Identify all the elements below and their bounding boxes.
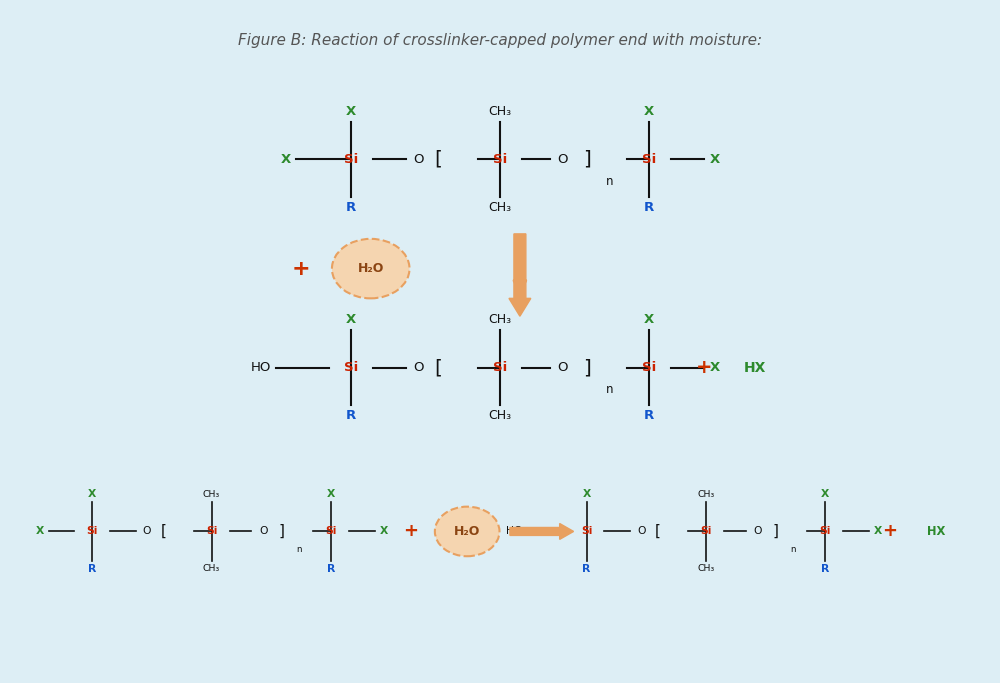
Text: X: X [582, 489, 591, 499]
Text: CH₃: CH₃ [697, 564, 714, 573]
Text: [: [ [161, 524, 167, 539]
Text: HX: HX [744, 361, 766, 375]
Text: Si: Si [206, 527, 217, 536]
Text: O: O [557, 153, 568, 166]
Text: HO: HO [251, 361, 271, 374]
Text: ]: ] [278, 524, 284, 539]
Text: Si: Si [344, 153, 358, 166]
Text: Si: Si [344, 361, 358, 374]
Text: X: X [346, 104, 356, 118]
Text: X: X [36, 527, 45, 536]
Text: R: R [644, 409, 654, 423]
Text: Si: Si [642, 361, 656, 374]
Text: ]: ] [772, 524, 778, 539]
Text: CH₃: CH₃ [203, 490, 220, 499]
FancyArrow shape [509, 234, 531, 316]
Text: X: X [644, 104, 654, 118]
Text: CH₃: CH₃ [488, 104, 512, 118]
Text: X: X [821, 489, 829, 499]
Text: Si: Si [493, 361, 507, 374]
Text: Si: Si [87, 527, 98, 536]
Text: R: R [88, 564, 96, 574]
Text: X: X [710, 361, 720, 374]
Text: Figure B: Reaction of crosslinker-capped polymer end with moisture:: Figure B: Reaction of crosslinker-capped… [238, 33, 762, 48]
Text: X: X [710, 153, 720, 166]
Text: CH₃: CH₃ [203, 564, 220, 573]
Text: R: R [582, 564, 591, 574]
Text: CH₃: CH₃ [488, 313, 512, 326]
Text: [: [ [434, 150, 442, 169]
Text: Si: Si [581, 527, 592, 536]
Text: CH₃: CH₃ [488, 409, 512, 423]
Text: R: R [821, 564, 829, 574]
Text: X: X [88, 489, 96, 499]
Text: O: O [259, 527, 268, 536]
Text: O: O [753, 527, 762, 536]
Text: +: + [696, 359, 712, 377]
Text: R: R [346, 409, 356, 423]
Text: X: X [874, 527, 882, 536]
Text: O: O [413, 361, 424, 374]
Text: n: n [790, 545, 796, 554]
Text: ]: ] [584, 359, 591, 377]
Text: X: X [380, 527, 388, 536]
Text: H₂O: H₂O [454, 525, 480, 538]
Text: O: O [637, 527, 645, 536]
Text: ]: ] [584, 150, 591, 169]
Text: +: + [292, 259, 310, 279]
Text: R: R [644, 201, 654, 214]
Text: Si: Si [700, 527, 712, 536]
Text: H₂O: H₂O [358, 262, 384, 275]
Text: n: n [605, 175, 613, 188]
Text: [: [ [434, 359, 442, 377]
Text: X: X [281, 153, 291, 166]
Text: X: X [644, 313, 654, 326]
Text: Si: Si [493, 153, 507, 166]
Text: Si: Si [642, 153, 656, 166]
Text: X: X [346, 313, 356, 326]
Text: n: n [296, 545, 302, 554]
Text: [: [ [655, 524, 661, 539]
Text: +: + [882, 522, 897, 540]
Text: X: X [327, 489, 335, 499]
FancyArrow shape [510, 523, 574, 540]
Text: O: O [143, 527, 151, 536]
Text: O: O [557, 361, 568, 374]
Text: R: R [327, 564, 335, 574]
Text: CH₃: CH₃ [697, 490, 714, 499]
Text: CH₃: CH₃ [488, 201, 512, 214]
Ellipse shape [332, 239, 410, 298]
Text: HX: HX [927, 525, 945, 538]
Ellipse shape [435, 507, 500, 556]
Text: n: n [605, 383, 613, 396]
Text: O: O [413, 153, 424, 166]
Text: R: R [346, 201, 356, 214]
Text: +: + [403, 522, 418, 540]
Text: HO: HO [506, 527, 523, 536]
Text: Si: Si [819, 527, 831, 536]
Text: Si: Si [325, 527, 337, 536]
